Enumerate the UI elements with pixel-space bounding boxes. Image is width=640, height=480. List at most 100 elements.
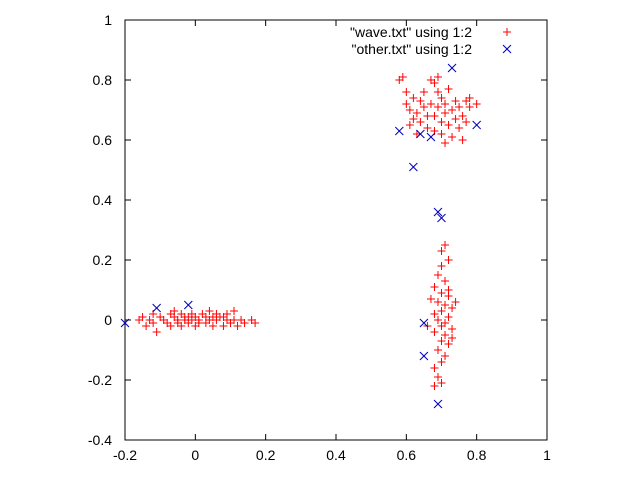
wave-point — [448, 106, 457, 114]
wave-point — [441, 109, 450, 117]
wave-point — [187, 310, 196, 318]
wave-point — [152, 328, 161, 336]
y-tick-label: 0 — [104, 312, 112, 328]
wave-point — [240, 319, 249, 327]
y-tick-label: -0.4 — [88, 432, 112, 448]
other-point — [183, 300, 193, 310]
wave-point — [409, 94, 418, 102]
x-tick-label: 0.8 — [467, 447, 487, 463]
wave-point — [230, 316, 239, 324]
wave-point — [430, 79, 439, 87]
wave-point — [441, 352, 450, 360]
other-point — [433, 399, 443, 409]
legend-label-other: "other.txt" using 1:2 — [352, 41, 473, 57]
other-point — [426, 132, 436, 142]
wave-point — [451, 115, 460, 123]
wave-point — [433, 88, 442, 96]
wave-point — [219, 322, 228, 330]
wave-point — [430, 283, 439, 291]
wave-point — [233, 322, 242, 330]
other-point — [120, 318, 130, 328]
legend-marker-other — [502, 44, 512, 54]
wave-point — [412, 109, 421, 117]
wave-point — [437, 322, 446, 330]
wave-point — [205, 307, 214, 315]
wave-point — [419, 88, 428, 96]
wave-point — [455, 103, 464, 111]
wave-point — [433, 346, 442, 354]
other-point — [437, 213, 446, 223]
wave-point — [441, 331, 450, 339]
wave-point — [251, 319, 260, 327]
wave-point — [451, 97, 460, 105]
wave-point — [437, 379, 446, 387]
wave-point — [451, 298, 460, 306]
wave-point — [441, 241, 450, 249]
wave-point — [448, 304, 457, 312]
wave-point — [437, 337, 446, 345]
wave-point — [444, 340, 453, 348]
y-tick-label: 0.2 — [93, 252, 113, 268]
wave-point — [423, 112, 432, 120]
wave-point — [405, 106, 414, 114]
y-tick-label: 0.6 — [93, 132, 113, 148]
wave-point — [441, 100, 450, 108]
wave-point — [441, 277, 450, 285]
wave-point — [416, 118, 425, 126]
wave-point — [437, 307, 446, 315]
wave-point — [402, 88, 411, 96]
x-tick-label: 0.6 — [397, 447, 417, 463]
wave-point — [402, 100, 411, 108]
wave-point — [437, 130, 446, 138]
wave-point — [444, 256, 453, 264]
wave-point — [166, 322, 175, 330]
wave-point — [433, 298, 442, 306]
wave-point — [444, 85, 453, 93]
wave-point — [437, 94, 446, 102]
wave-point — [419, 103, 428, 111]
wave-point — [173, 316, 182, 324]
wave-point — [465, 103, 474, 111]
wave-point — [398, 73, 407, 81]
wave-point — [441, 139, 450, 147]
x-tick-label: 0.2 — [256, 447, 276, 463]
x-tick-label: 0.4 — [326, 447, 346, 463]
wave-point — [142, 322, 151, 330]
wave-point — [444, 121, 453, 129]
wave-point — [423, 124, 432, 132]
wave-point — [448, 325, 457, 333]
y-tick-label: -0.2 — [88, 372, 112, 388]
wave-point — [433, 373, 442, 381]
wave-point — [448, 133, 457, 141]
wave-point — [194, 319, 203, 327]
wave-point — [444, 286, 453, 294]
other-point — [152, 303, 162, 313]
wave-point — [433, 73, 442, 81]
wave-point — [426, 100, 435, 108]
wave-point — [430, 112, 439, 120]
other-point — [409, 162, 418, 172]
plot-border — [124, 19, 548, 441]
wave-point — [430, 310, 439, 318]
other-point — [433, 207, 443, 217]
other-point — [419, 351, 429, 361]
wave-point — [409, 115, 418, 123]
other-point — [416, 129, 425, 139]
wave-point — [462, 118, 471, 126]
wave-point — [430, 328, 439, 336]
wave-point — [430, 364, 439, 372]
wave-point — [437, 289, 446, 297]
other-point — [447, 63, 457, 73]
wave-point — [208, 322, 217, 330]
wave-point — [230, 307, 239, 315]
wave-point — [437, 118, 446, 126]
wave-point — [472, 100, 481, 108]
wave-point — [412, 130, 421, 138]
legend-label-wave: "wave.txt" using 1:2 — [350, 24, 472, 40]
x-tick-label: 0 — [191, 447, 199, 463]
axis-ticks: -0.2 0 0.2 0.4 0.6 0.8 1-0.4-0.200.20.40.60.81 — [88, 12, 551, 463]
wave-point — [433, 103, 442, 111]
wave-point — [433, 271, 442, 279]
wave-point — [448, 334, 457, 342]
